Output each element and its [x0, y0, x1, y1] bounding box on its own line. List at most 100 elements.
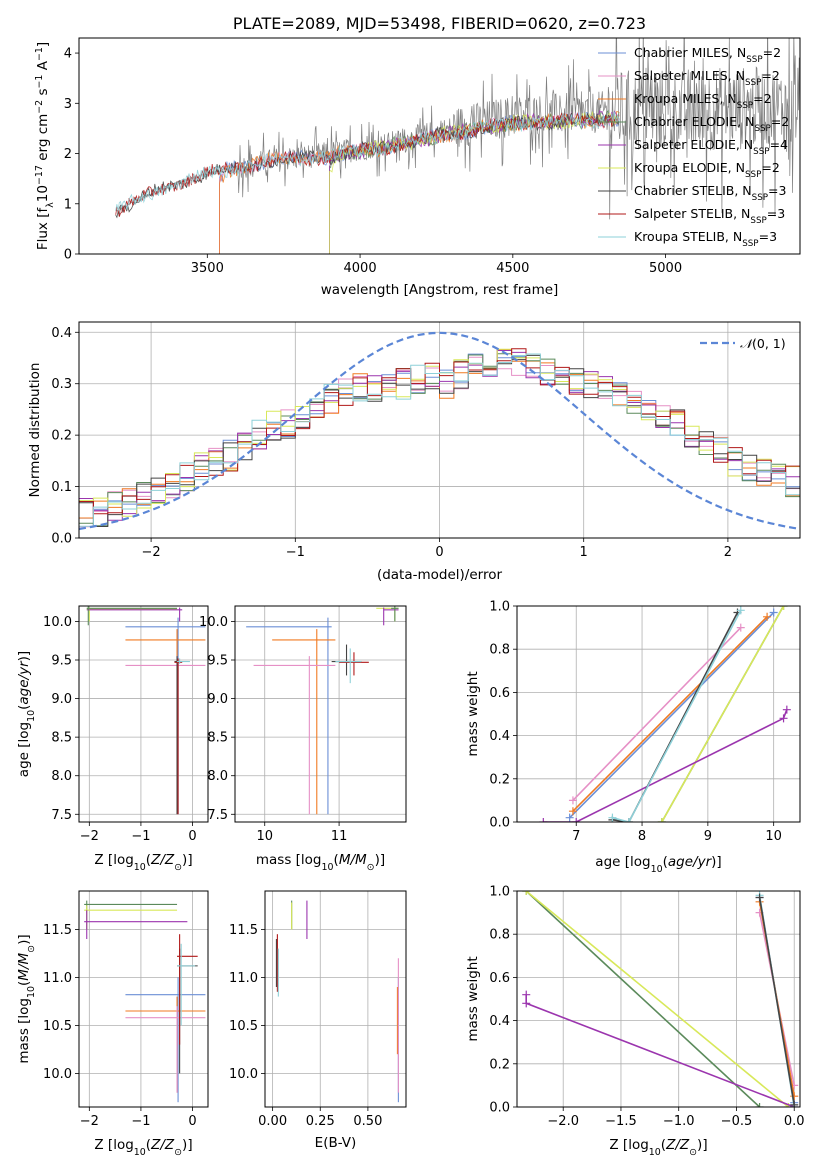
errorbar-point	[125, 617, 206, 815]
y-tick-label: 4	[64, 47, 72, 62]
weight-line-chabrier-stelib	[612, 612, 739, 822]
label-part: Flux [f	[35, 207, 51, 251]
label-part: Z [log	[94, 1137, 133, 1153]
errorbar-point	[272, 629, 336, 815]
errorbar-point	[339, 652, 369, 676]
y-tick-label: 0.4	[489, 729, 510, 744]
axes-age-vs-mass: 10 11 7.5 8.0 8.5 9.0 9.5 10.0	[199, 605, 407, 844]
legend-name: Kroupa ELODIE, N	[634, 160, 745, 175]
x-axis-label: wavelength [Angstrom, rest frame]	[321, 282, 559, 298]
y-tick-label: 10.0	[43, 615, 72, 630]
legend-nssp: =3	[759, 229, 777, 244]
weight-marker	[539, 818, 548, 822]
errorbars-age-vs-mass	[246, 606, 399, 815]
weight-marker	[779, 714, 788, 723]
x-tick-label: 4500	[496, 261, 529, 276]
errorbar-point	[84, 905, 178, 930]
legend-sub: SSP	[745, 78, 761, 88]
x-tick-label: −1	[131, 829, 150, 844]
axes-weight-vs-age: 7 8 9 10 0.0 0.2 0.4 0.6 0.8 1.0	[489, 600, 801, 844]
y-tick-label: 11.0	[229, 971, 258, 986]
spectrum-lines	[115, 38, 800, 254]
y-tick-label: 0.1	[51, 480, 72, 495]
errorbar-point	[125, 977, 206, 1103]
model-line-chabrier-miles	[219, 111, 620, 254]
y-tick-label: 1.0	[489, 885, 510, 900]
weight-line-salpeter-elodie	[543, 709, 788, 822]
weight-marker	[755, 893, 764, 902]
residuals-frame	[78, 321, 801, 539]
errorbar-point	[177, 658, 190, 664]
x-tick-label: 11	[331, 829, 348, 844]
x-axis-label: age [log10(age/yr)]	[595, 854, 721, 875]
errorbar-point	[177, 943, 196, 1026]
legend-nssp: =2	[753, 91, 771, 106]
y-axis-label: mass [log10(M/M⊙)]	[16, 934, 37, 1063]
weight-marker	[755, 1103, 764, 1107]
x-tick-label: −0.5	[721, 1114, 753, 1129]
y-tick-label: 0.2	[489, 772, 510, 787]
weight-marker	[736, 606, 745, 615]
y-tick-label: 0.0	[489, 816, 510, 831]
y-tick-label: 1.0	[489, 600, 510, 615]
x-axis-label: E(B-V)	[315, 1135, 357, 1151]
legend-nssp: =2	[761, 160, 779, 175]
weight-marker	[522, 999, 531, 1008]
y-tick-label: 9.5	[51, 654, 72, 669]
y-tick-label: 8.5	[207, 731, 228, 746]
label-part: Z [log	[609, 1137, 648, 1153]
weight-marker	[572, 818, 581, 822]
legend-entry: Kroupa MILES, NSSP=2	[634, 91, 772, 111]
x-axis-label: Z [log10(Z/Z⊙)]	[94, 852, 192, 873]
y-tick-label: 0.4	[489, 1014, 510, 1029]
weight-marker	[624, 818, 633, 822]
weight-line-kroupa-elodie	[525, 891, 789, 1107]
y-tick-label: 0.8	[489, 928, 510, 943]
weight-marker	[565, 813, 574, 822]
errorbar-point	[84, 910, 188, 939]
x-axis-label: Z [log10(Z/Z⊙)]	[94, 1137, 192, 1158]
errorbar-point	[174, 658, 183, 815]
legend-sub: SSP	[754, 124, 770, 134]
y-tick-label: 0.8	[489, 643, 510, 658]
weight-marker	[790, 1100, 799, 1107]
label-part: Z/Z	[150, 1137, 175, 1153]
x-tick-label: 0	[435, 545, 443, 560]
label-part: Z/Z	[150, 852, 175, 868]
legend-sub: SSP	[750, 216, 766, 226]
x-tick-label: −1.5	[605, 1114, 637, 1129]
y-tick-label: 11.5	[229, 923, 258, 938]
label-part: )]	[375, 852, 386, 868]
weight-line-chabrier-stelib	[758, 897, 795, 1105]
label-part: erg cm	[35, 114, 51, 165]
label-part: −1	[34, 47, 45, 61]
legend-nssp: =4	[770, 137, 788, 152]
y-tick-label: 10.0	[229, 1067, 258, 1082]
label-part: mass [log	[256, 852, 322, 868]
legend-entry: Salpeter ELODIE, NSSP=4	[634, 137, 788, 157]
errorbar-point	[86, 607, 183, 622]
weight-lines-weight-vs-Z	[522, 891, 799, 1107]
x-axis-label: Z [log10(Z/Z⊙)]	[609, 1137, 707, 1158]
y-tick-label: 8.5	[51, 731, 72, 746]
label-part: Z/Z	[665, 1137, 690, 1153]
errorbar-point	[86, 606, 178, 626]
x-tick-label: 0.50	[353, 1114, 382, 1129]
y-tick-label: 11.5	[43, 923, 72, 938]
legend-nssp: =3	[767, 206, 785, 221]
y-tick-label: 7.5	[207, 808, 228, 823]
x-tick-label: 1	[580, 545, 588, 560]
frame-weight-vs-age	[516, 605, 801, 823]
x-axis-label: (data-model)/error	[377, 567, 503, 583]
errorbar-point	[84, 900, 178, 930]
y-tick-label: 0.4	[51, 326, 72, 341]
axes-age-vs-Z: −2 −1 0 7.5 8.0 8.5 9.0 9.5 10.0	[43, 605, 209, 844]
weight-marker	[522, 990, 531, 999]
legend-args: (0, 1)	[752, 336, 786, 351]
errorbars-mass-vs-ebv	[275, 900, 399, 1103]
x-tick-label: −2	[80, 1114, 99, 1129]
axes-mass-vs-ebv: 0.00 0.25 0.50 10.0 10.5 11.0 11.5	[229, 890, 407, 1129]
label-part: M/M	[16, 952, 32, 980]
legend-name: Salpeter STELIB, N	[634, 206, 750, 221]
